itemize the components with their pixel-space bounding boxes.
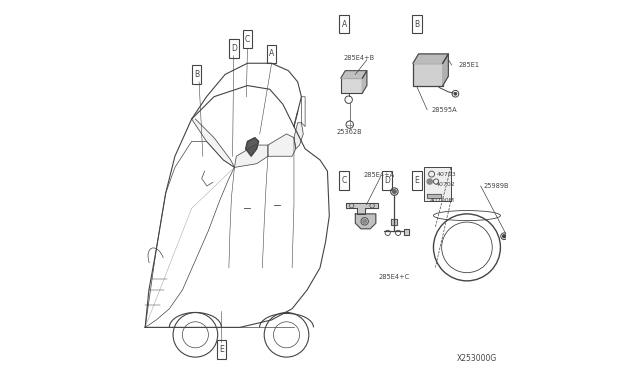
Text: B: B [414, 20, 419, 29]
Text: E: E [414, 176, 419, 185]
Text: A: A [342, 20, 347, 29]
Text: 285E1: 285E1 [458, 62, 479, 68]
FancyBboxPatch shape [267, 45, 276, 63]
Bar [424, 167, 451, 201]
Circle shape [454, 92, 457, 95]
Text: 285E4+C: 285E4+C [379, 274, 410, 280]
FancyBboxPatch shape [412, 171, 422, 190]
Text: B: B [194, 70, 199, 79]
Text: A: A [269, 49, 275, 58]
Circle shape [392, 190, 396, 193]
Circle shape [502, 235, 506, 238]
Text: 285E4+B: 285E4+B [344, 55, 375, 61]
Polygon shape [234, 145, 268, 167]
Text: 28595A: 28595A [431, 107, 457, 113]
Polygon shape [443, 54, 449, 86]
Polygon shape [191, 119, 234, 167]
Text: 40702: 40702 [435, 182, 455, 187]
Polygon shape [268, 134, 296, 156]
Text: 25362B: 25362B [337, 129, 363, 135]
Text: D: D [231, 44, 237, 53]
Text: 285E4+A: 285E4+A [364, 172, 395, 178]
FancyBboxPatch shape [339, 15, 349, 33]
Circle shape [427, 179, 433, 184]
FancyBboxPatch shape [412, 15, 422, 33]
Polygon shape [384, 229, 408, 235]
Text: D: D [384, 176, 390, 185]
FancyBboxPatch shape [191, 65, 202, 84]
FancyBboxPatch shape [382, 171, 392, 190]
Polygon shape [392, 219, 397, 225]
FancyBboxPatch shape [216, 340, 227, 359]
Bar [341, 78, 362, 93]
Bar [413, 63, 443, 86]
Text: E: E [219, 345, 224, 354]
Text: X253000G: X253000G [456, 354, 497, 363]
FancyBboxPatch shape [243, 30, 252, 48]
Polygon shape [355, 214, 376, 229]
Polygon shape [362, 71, 367, 93]
Text: 25989B: 25989B [484, 183, 509, 189]
Polygon shape [427, 194, 441, 198]
Polygon shape [346, 203, 378, 214]
Text: C: C [342, 176, 347, 185]
Circle shape [363, 219, 367, 223]
Text: C: C [245, 35, 250, 44]
Text: 40700M: 40700M [429, 198, 455, 203]
Polygon shape [341, 71, 367, 78]
Polygon shape [413, 54, 449, 63]
FancyBboxPatch shape [339, 171, 349, 190]
FancyBboxPatch shape [229, 39, 239, 58]
Polygon shape [294, 123, 303, 149]
Text: 40703: 40703 [437, 172, 457, 177]
Polygon shape [246, 138, 259, 156]
